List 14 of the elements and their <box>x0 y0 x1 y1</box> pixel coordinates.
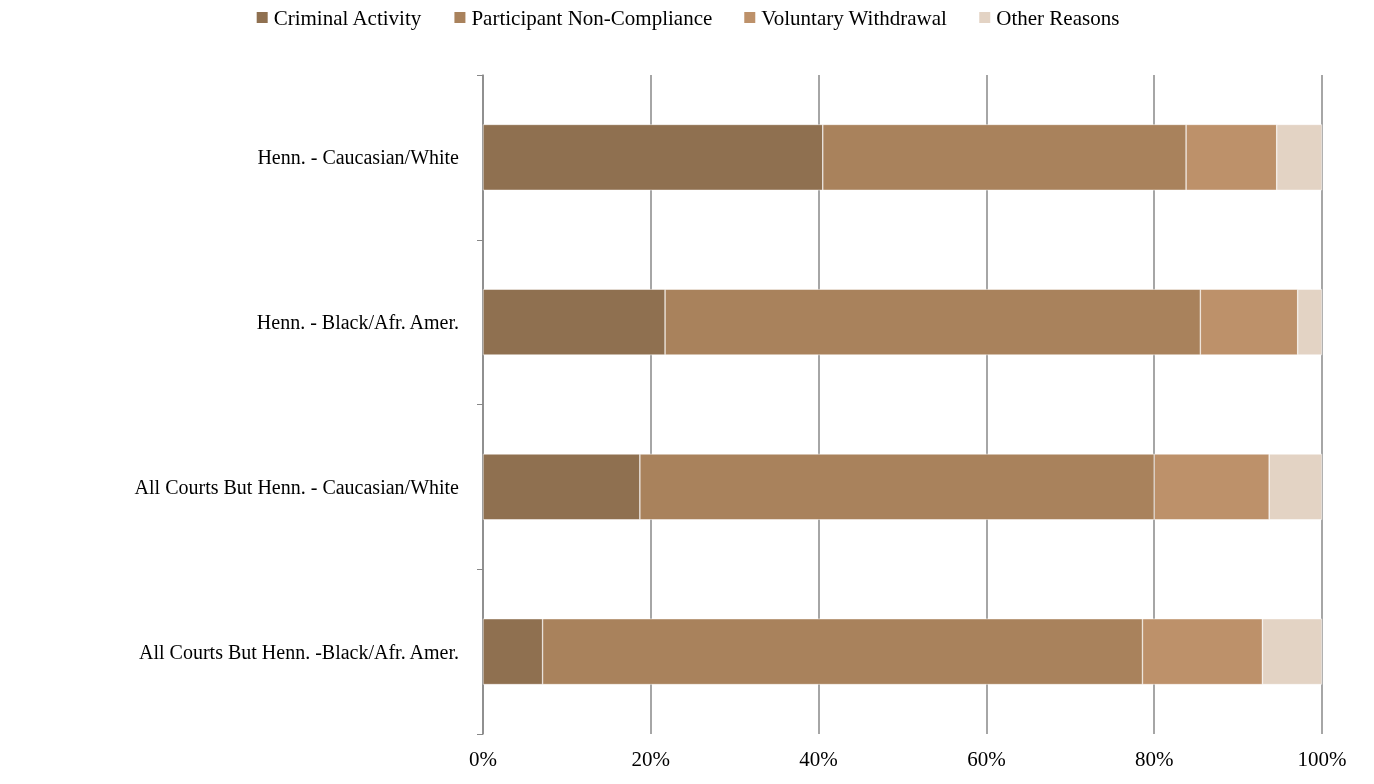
legend-label: Participant Non-Compliance <box>471 5 713 30</box>
x-tick-label: 100% <box>1297 746 1347 771</box>
legend-label: Criminal Activity <box>273 5 422 30</box>
x-tick-label: 20% <box>631 746 671 771</box>
y-tick-label: Henn. - Black/Afr. Amer. <box>256 311 459 334</box>
legend-label: Voluntary Withdrawal <box>761 5 948 30</box>
y-tick-label: Henn. - Caucasian/White <box>257 146 460 169</box>
x-tick-label: 80% <box>1134 746 1174 771</box>
x-tick-label: 60% <box>967 746 1006 771</box>
legend-label: Other Reasons <box>996 5 1120 30</box>
x-tick-label: 0% <box>469 746 497 771</box>
y-tick-label: All Courts But Henn. - Caucasian/White <box>134 475 460 498</box>
x-tick-label: 40% <box>799 746 838 771</box>
y-tick-label: All Courts But Henn. -Black/Afr. Amer. <box>139 640 459 663</box>
